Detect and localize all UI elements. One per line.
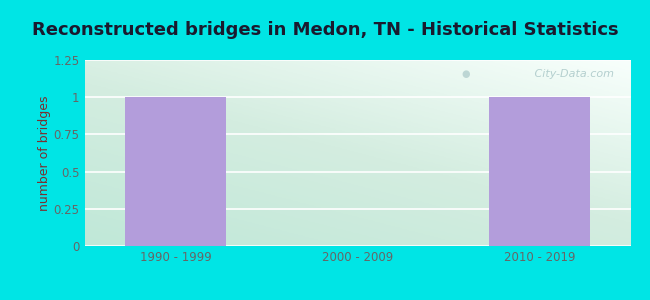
Text: City-Data.com: City-Data.com bbox=[531, 69, 614, 79]
Y-axis label: number of bridges: number of bridges bbox=[38, 95, 51, 211]
Bar bbox=[489, 97, 590, 246]
Bar bbox=[125, 97, 226, 246]
Text: ●: ● bbox=[462, 69, 470, 79]
Text: Reconstructed bridges in Medon, TN - Historical Statistics: Reconstructed bridges in Medon, TN - His… bbox=[32, 21, 618, 39]
